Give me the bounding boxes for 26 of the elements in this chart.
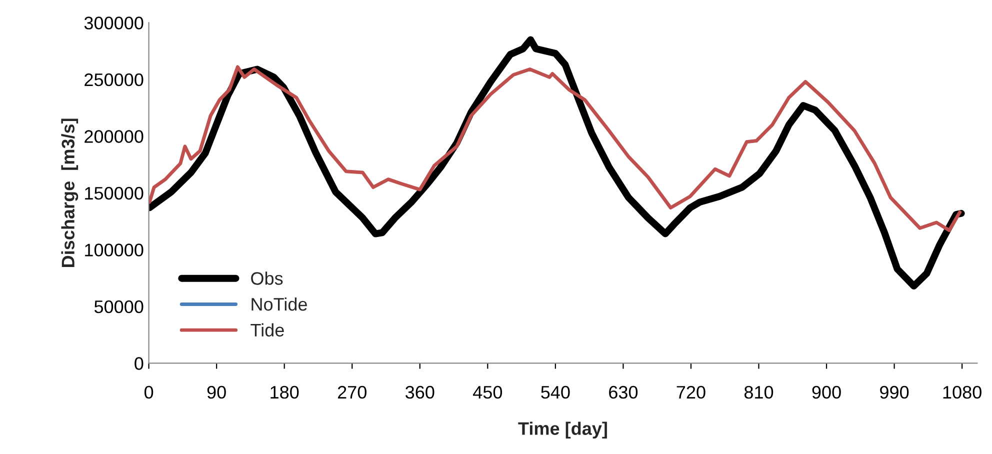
x-axis-title: Time [day] [518,422,607,439]
x-tick-label: 990 [880,386,909,399]
line-series [148,65,962,232]
x-tick-label: 720 [676,386,706,399]
x-tick-label: 810 [744,386,774,399]
y-tick-label: 100000 [85,244,144,256]
x-tick-label: 0 [144,386,154,399]
y-tick-label: 300000 [84,16,144,30]
y-tick-label: 50000 [94,300,144,314]
x-tick-label: 630 [609,386,638,399]
y-tick-label: 250000 [84,73,144,86]
x-tick-label: 90 [207,386,226,399]
x-tick-label: 180 [270,386,299,399]
legend-label: Obs [251,272,283,285]
x-tick-label: 450 [473,386,502,399]
legend-label: NoTide [252,297,307,311]
y-tick-label: 150000 [85,186,144,200]
x-tick-label: 1080 [943,386,982,399]
x-tick-label: 360 [406,386,434,399]
legend-label: Tide [250,323,284,337]
y-tick-label: 200000 [84,130,144,143]
y-tick-label: 0 [134,357,144,370]
x-tick-label: 900 [812,386,841,399]
x-tick-label: 540 [541,386,570,399]
y-axis-title: Discharge [m3/s] [61,118,78,267]
x-tick-label: 270 [338,386,366,399]
